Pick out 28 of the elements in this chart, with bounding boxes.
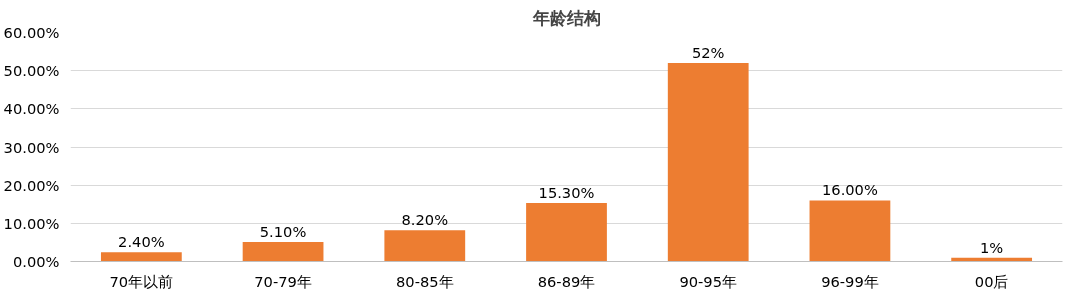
bar bbox=[242, 242, 324, 262]
y-tick-label: 40.00% bbox=[3, 100, 60, 118]
y-tick-label: 10.00% bbox=[3, 214, 60, 232]
data-label: 15.30% bbox=[538, 184, 595, 202]
data-label: 5.10% bbox=[259, 223, 307, 241]
data-label: 8.20% bbox=[401, 211, 449, 229]
bar bbox=[100, 252, 182, 262]
y-tick-label: 20.00% bbox=[3, 176, 60, 194]
y-tick-label: 60.00% bbox=[3, 24, 60, 41]
x-tick-label: 70-79年 bbox=[254, 272, 312, 290]
bar bbox=[384, 230, 466, 262]
x-tick-label: 90-95年 bbox=[679, 272, 738, 290]
data-label: 1% bbox=[980, 238, 1004, 256]
data-label: 16.00% bbox=[821, 181, 878, 199]
x-tick-label: 00后 bbox=[974, 272, 1009, 290]
chart-title: 年龄结构 bbox=[531, 7, 601, 28]
bar bbox=[809, 200, 891, 262]
data-label: 2.40% bbox=[118, 233, 165, 251]
x-tick-label: 70年以前 bbox=[109, 272, 174, 290]
y-tick-label: 0.00% bbox=[12, 253, 60, 270]
x-tick-label: 96-99年 bbox=[821, 272, 879, 290]
y-tick-label: 50.00% bbox=[3, 62, 60, 80]
x-tick-label: 80-85年 bbox=[395, 272, 454, 290]
bar bbox=[667, 63, 749, 262]
data-label: 52% bbox=[691, 44, 725, 62]
bar bbox=[526, 203, 607, 262]
y-tick-label: 30.00% bbox=[3, 138, 60, 156]
x-tick-label: 86-89年 bbox=[537, 272, 596, 290]
